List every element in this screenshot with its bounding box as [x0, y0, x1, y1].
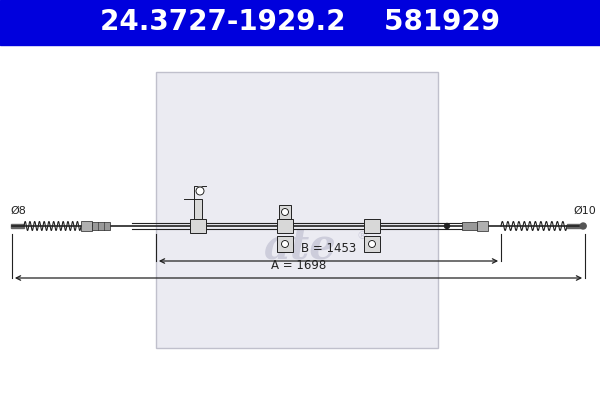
- Bar: [190, 219, 206, 233]
- Bar: [0, 0, 600, 45]
- Bar: [81, 221, 92, 231]
- Circle shape: [445, 224, 449, 228]
- Bar: [462, 222, 477, 230]
- Bar: [194, 199, 202, 219]
- Bar: [11, 224, 24, 228]
- Circle shape: [281, 208, 289, 216]
- Bar: [279, 205, 291, 219]
- Bar: [477, 221, 488, 231]
- Text: B = 1453: B = 1453: [301, 242, 356, 255]
- Text: ate: ate: [263, 227, 337, 269]
- Bar: [567, 224, 582, 228]
- Bar: [156, 72, 438, 348]
- Bar: [277, 219, 293, 233]
- Text: Ø10: Ø10: [573, 206, 596, 216]
- Bar: [364, 219, 380, 233]
- Circle shape: [281, 240, 289, 248]
- Text: ®: ®: [357, 231, 368, 241]
- Circle shape: [196, 187, 204, 195]
- Bar: [92, 222, 110, 230]
- Text: 24.3727-1929.2    581929: 24.3727-1929.2 581929: [100, 8, 500, 36]
- Text: Ø8: Ø8: [11, 206, 26, 216]
- Text: A = 1698: A = 1698: [271, 259, 326, 272]
- Circle shape: [580, 223, 586, 229]
- Circle shape: [368, 240, 376, 248]
- Bar: [277, 236, 293, 252]
- Bar: [364, 236, 380, 252]
